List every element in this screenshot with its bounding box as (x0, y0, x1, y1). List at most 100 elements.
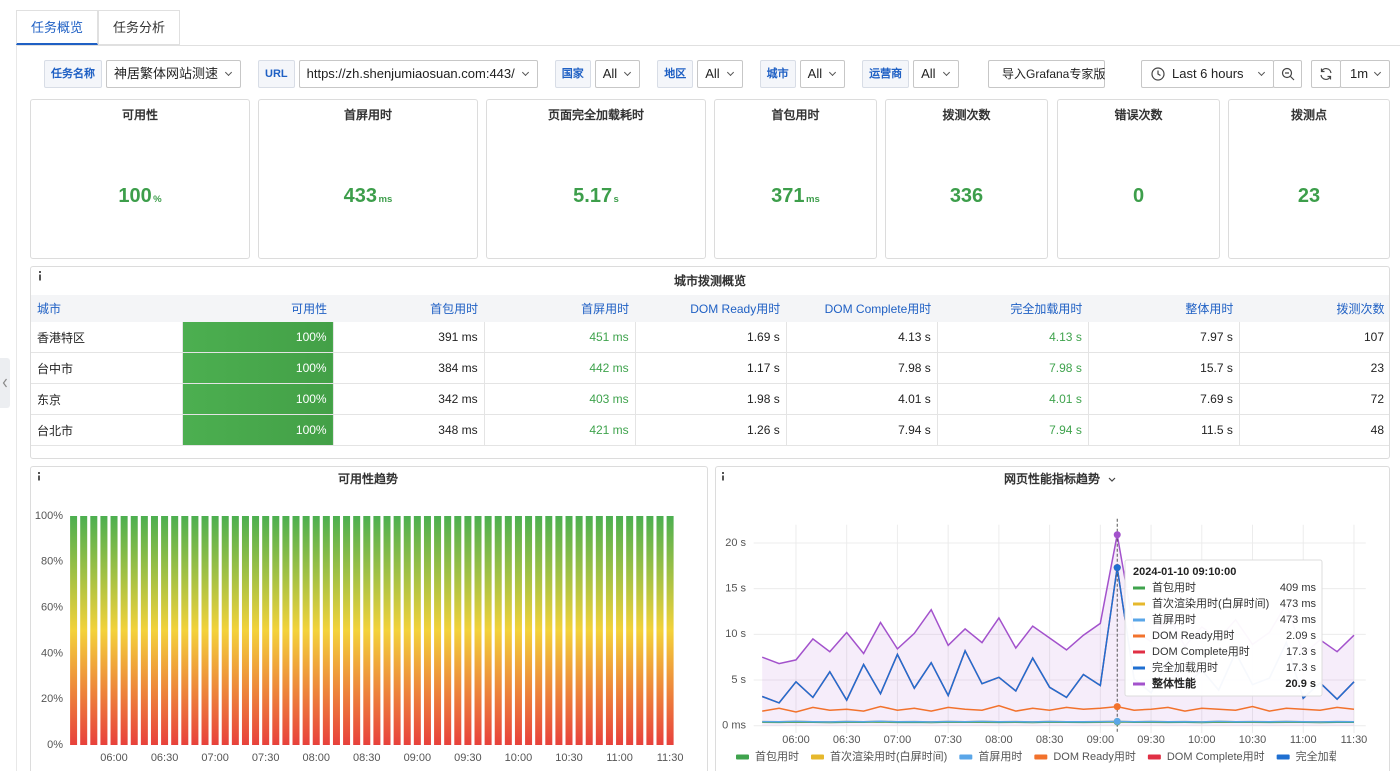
x-tick-label: 07:30 (252, 752, 280, 764)
bar (272, 516, 279, 745)
tooltip-name: 首次渲染用时(白屏时间) (1152, 596, 1269, 610)
bar (505, 516, 512, 745)
sidebar-toggle[interactable] (0, 358, 10, 408)
tooltip-name: 完全加载用时 (1152, 660, 1218, 674)
x-tick-label: 06:30 (151, 752, 179, 764)
y-tick-label: 0% (47, 739, 63, 751)
bar (414, 516, 421, 745)
x-tick-label: 07:00 (201, 752, 229, 764)
bar (434, 516, 441, 745)
bar (606, 516, 613, 745)
bar (293, 516, 300, 745)
hover-point (1114, 703, 1121, 710)
tooltip-swatch (1133, 619, 1145, 622)
bar (515, 516, 522, 745)
bar (424, 516, 431, 745)
bar (90, 516, 97, 745)
bar (596, 516, 603, 745)
bar (303, 516, 310, 745)
bar (576, 516, 583, 745)
tooltip-name: 首包用时 (1152, 580, 1196, 594)
bar (343, 516, 350, 745)
bar (323, 516, 330, 745)
x-tick-label: 09:00 (1087, 734, 1115, 746)
x-tick-label: 06:00 (782, 734, 810, 746)
legend-label[interactable]: 首包用时 (755, 749, 799, 763)
legend-swatch (811, 755, 824, 760)
tooltip-swatch (1133, 651, 1145, 654)
tooltip-swatch (1133, 635, 1145, 638)
bar (656, 516, 663, 745)
legend-label[interactable]: 首屏用时 (978, 749, 1022, 763)
x-tick-label: 11:30 (1341, 734, 1368, 746)
legend-label[interactable]: DOM Complete用时 (1167, 750, 1265, 763)
legend-label[interactable]: DOM Ready用时 (1053, 750, 1136, 763)
hover-point (1114, 531, 1121, 538)
tooltip-swatch (1133, 587, 1145, 590)
y-tick-label: 0 ms (722, 720, 746, 732)
legend-label[interactable]: 完全加载用时 (1296, 749, 1362, 763)
legend-label[interactable]: 整体性能 (1393, 749, 1400, 763)
legend-swatch (1374, 755, 1387, 760)
tooltip-value: 20.9 s (1285, 678, 1316, 690)
bar (394, 516, 401, 745)
y-tick-label: 40% (41, 647, 63, 659)
bar (161, 516, 168, 745)
bar (545, 516, 552, 745)
bar (535, 516, 542, 745)
bar (626, 516, 633, 745)
tooltip-swatch (1133, 667, 1145, 670)
bar (151, 516, 158, 745)
bar (232, 516, 239, 745)
x-tick-label: 07:30 (934, 734, 962, 746)
tooltip-name: 首屏用时 (1152, 612, 1196, 626)
bar (353, 516, 360, 745)
toggle-icon (0, 358, 10, 408)
bar (181, 516, 188, 745)
tooltip-title: 2024-01-10 09:10:00 (1133, 566, 1236, 578)
y-tick-label: 15 s (725, 583, 746, 595)
tooltip-swatch (1133, 683, 1145, 686)
bar (111, 516, 118, 745)
bar (646, 516, 653, 745)
bar (404, 516, 411, 745)
y-tick-label: 20% (41, 693, 63, 705)
y-tick-label: 20 s (725, 537, 746, 549)
bar (616, 516, 623, 745)
bar (262, 516, 269, 745)
bar (485, 516, 492, 745)
bar (80, 516, 87, 745)
tooltip-swatch (1133, 603, 1145, 606)
bar (141, 516, 148, 745)
y-tick-label: 10 s (725, 628, 746, 640)
bar (384, 516, 391, 745)
tooltip-value: 409 ms (1280, 582, 1317, 594)
x-tick-label: 10:00 (505, 752, 533, 764)
bar (555, 516, 562, 745)
chart-title: 可用性趋势 (338, 471, 398, 486)
bar (464, 516, 471, 745)
x-tick-label: 07:00 (884, 734, 912, 746)
hover-point (1114, 564, 1121, 571)
legend-swatch (1277, 755, 1290, 760)
bar (667, 516, 674, 745)
bar (242, 516, 249, 745)
x-tick-label: 06:00 (100, 752, 128, 764)
legend-label[interactable]: 首次渲染用时(白屏时间) (830, 749, 947, 763)
series-line (762, 721, 1354, 722)
x-tick-label: 11:00 (1290, 734, 1317, 746)
tooltip-value: 2.09 s (1286, 630, 1316, 642)
bar (202, 516, 209, 745)
chart-title: 网页性能指标趋势 (1004, 471, 1100, 486)
x-tick-label: 10:00 (1188, 734, 1216, 746)
tooltip-value: 473 ms (1280, 614, 1317, 626)
x-tick-label: 10:30 (1239, 734, 1267, 746)
tooltip-name: DOM Complete用时 (1152, 645, 1250, 658)
bar (444, 516, 451, 745)
bar (70, 516, 77, 745)
title-chevron (1109, 478, 1115, 481)
legend-swatch (736, 755, 749, 760)
x-tick-label: 09:30 (1137, 734, 1165, 746)
